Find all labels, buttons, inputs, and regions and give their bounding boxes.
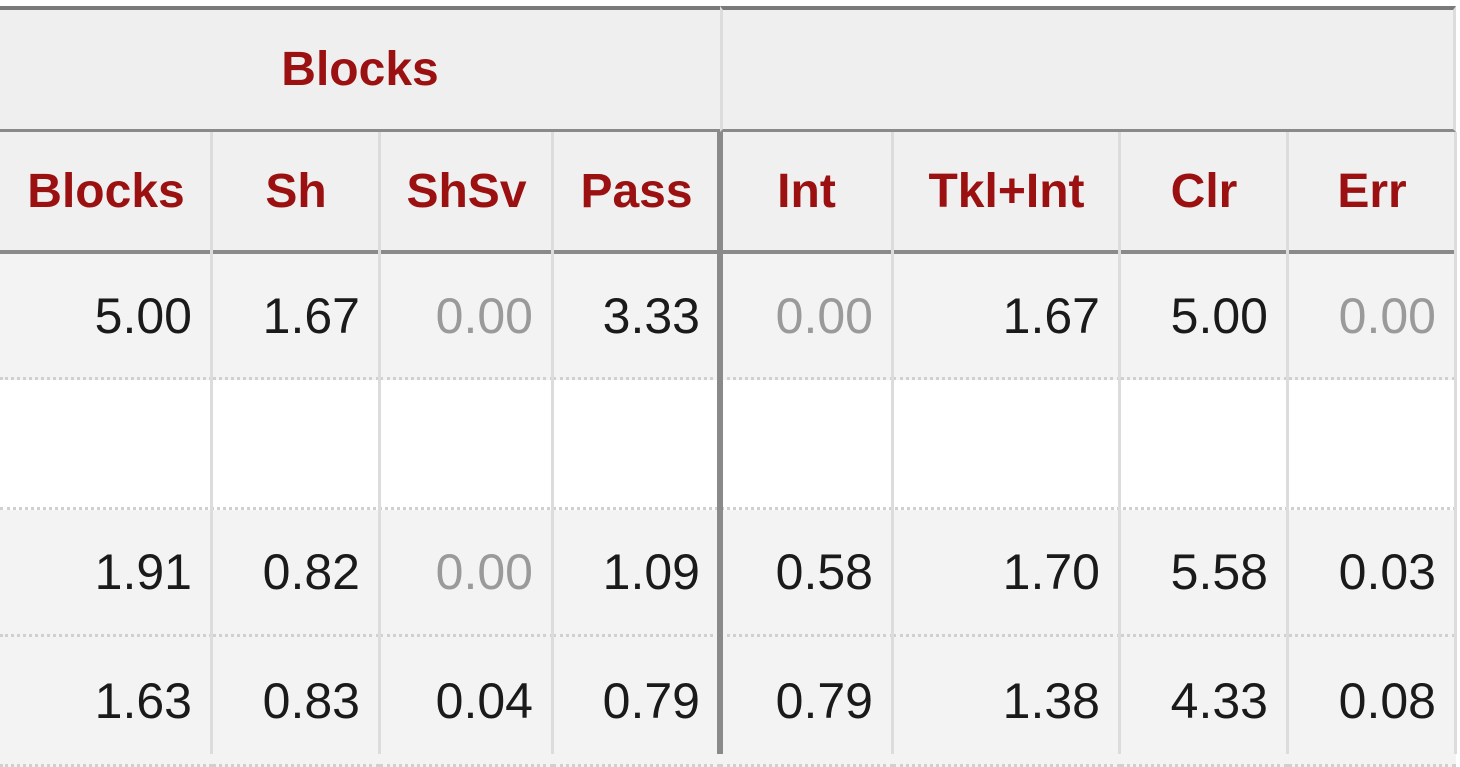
value-cell: 0.79 — [720, 637, 893, 767]
column-header: Pass — [553, 132, 720, 254]
column-separator — [1454, 132, 1457, 754]
value-cell: 0.79 — [553, 637, 720, 767]
value-cell: 0.03 — [1288, 510, 1456, 637]
value-cell: 0.08 — [1288, 637, 1456, 767]
value-cell: 0.00 — [380, 254, 553, 380]
column-separator — [551, 132, 554, 754]
value-cell: 1.91 — [0, 510, 212, 637]
value-cell: 5.58 — [1120, 510, 1288, 637]
column-separator — [1118, 132, 1121, 754]
value-cell: 4.33 — [1120, 637, 1288, 767]
value-cell: 1.63 — [0, 637, 212, 767]
column-header: Sh — [212, 132, 380, 254]
column-header: Tkl+Int — [893, 132, 1120, 254]
column-header: ShSv — [380, 132, 553, 254]
value-cell: 1.38 — [893, 637, 1120, 767]
column-header: Err — [1288, 132, 1456, 254]
column-separator — [717, 132, 723, 754]
value-cell: 1.70 — [893, 510, 1120, 637]
value-cell: 0.00 — [1288, 254, 1456, 380]
blank-row — [0, 380, 1456, 510]
column-separator — [891, 132, 894, 754]
column-header: Clr — [1120, 132, 1288, 254]
value-cell: 0.00 — [380, 510, 553, 637]
value-cell: 0.83 — [212, 637, 380, 767]
value-cell: 0.82 — [212, 510, 380, 637]
column-separator — [1286, 132, 1289, 754]
value-cell: 0.00 — [720, 254, 893, 380]
value-cell: 5.00 — [1120, 254, 1288, 380]
group-header-empty — [720, 6, 1456, 132]
column-separator — [378, 132, 381, 754]
value-cell: 3.33 — [553, 254, 720, 380]
column-header: Blocks — [0, 132, 212, 254]
group-header: Blocks — [0, 6, 720, 132]
value-cell: 1.09 — [553, 510, 720, 637]
column-header: Int — [720, 132, 893, 254]
value-cell: 1.67 — [893, 254, 1120, 380]
column-separator — [210, 132, 213, 754]
value-cell: 0.04 — [380, 637, 553, 767]
value-cell: 1.67 — [212, 254, 380, 380]
value-cell: 5.00 — [0, 254, 212, 380]
value-cell: 0.58 — [720, 510, 893, 637]
